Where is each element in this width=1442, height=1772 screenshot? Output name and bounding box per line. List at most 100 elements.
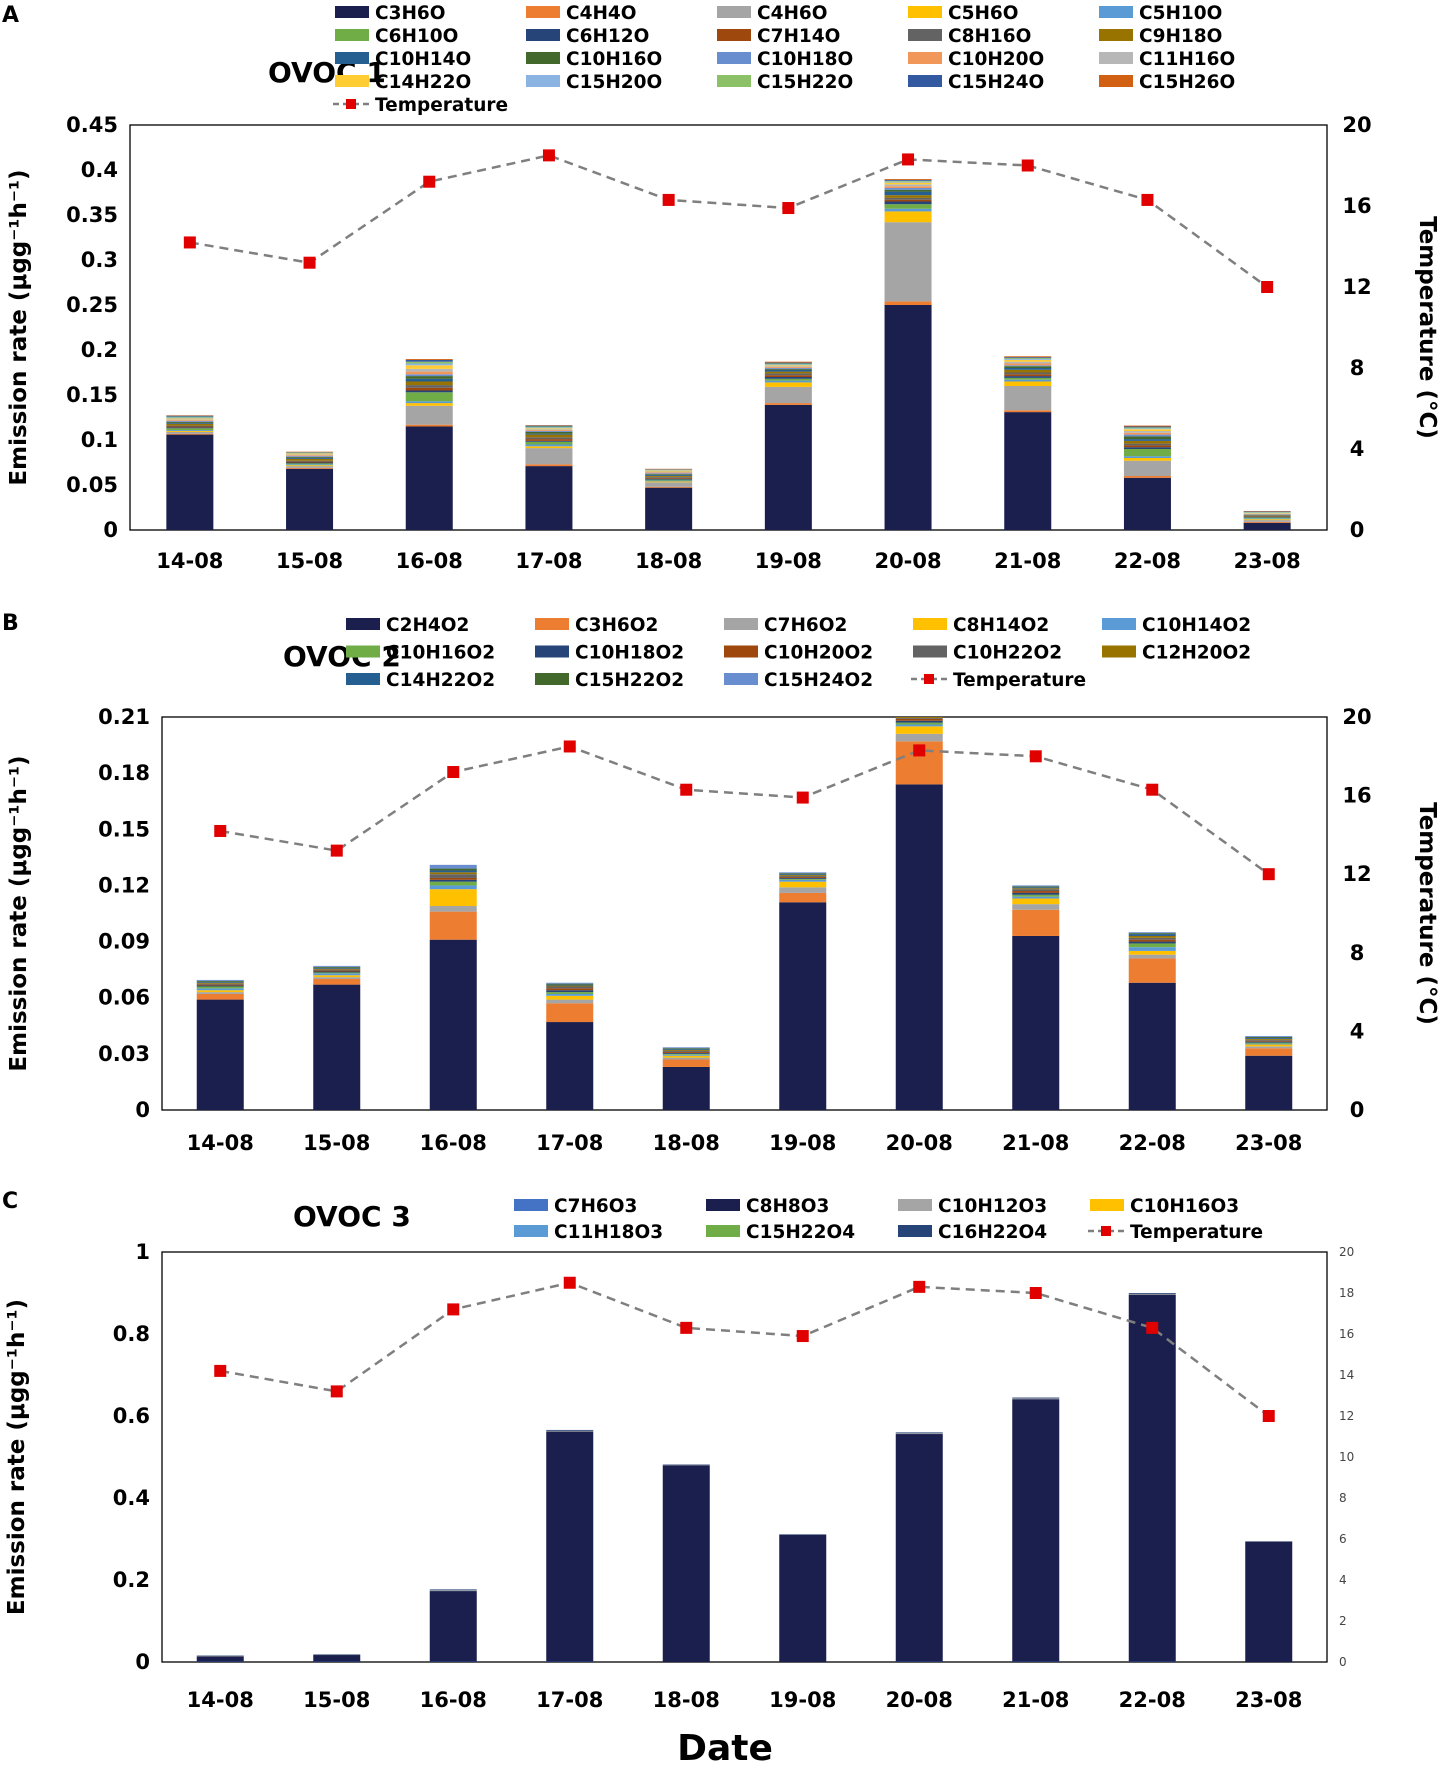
bar-segment-c3h6o2 <box>779 892 827 903</box>
bar-segment-c15h24o2 <box>196 979 244 981</box>
x-tick-label: 23-08 <box>1234 549 1301 573</box>
bar-segment-c2h4o2 <box>313 984 361 1110</box>
y2-tick-label: 0 <box>1350 1098 1365 1122</box>
legend-label: C16H22O4 <box>938 1222 1047 1243</box>
bar-segment-c6h12o <box>1004 376 1052 378</box>
bar-segment-c11h16o <box>166 419 214 421</box>
bar-segment-c5h10o <box>525 444 573 447</box>
x-tick-label: 20-08 <box>874 549 941 573</box>
bar-segment-c14h22o <box>166 418 214 420</box>
legend-swatch <box>908 52 942 64</box>
legend-swatch <box>908 75 942 87</box>
y-tick-label: 0.1 <box>81 428 118 452</box>
temperature-point <box>913 1280 926 1293</box>
panel-letter-c: C <box>2 1189 18 1214</box>
bar-segment-c4h6o <box>405 405 453 425</box>
bar-segment-c3h6o2 <box>429 911 477 940</box>
temperature-point <box>680 783 693 796</box>
x-tick-label: 16-08 <box>420 1688 487 1712</box>
legend-label: C10H12O3 <box>938 1196 1047 1217</box>
temperature-point <box>214 824 227 837</box>
bar-segment-c14h22o2 <box>429 870 477 873</box>
bar-segment-c7h6o2 <box>196 992 244 994</box>
bar-segment-c10h12o3 <box>1128 1293 1176 1295</box>
y-tick-label: 0.45 <box>66 113 118 137</box>
bar-segment-c14h22o <box>1123 429 1171 431</box>
bar-segment-c14h22o <box>286 453 334 455</box>
bar-segment-c10h20o <box>405 371 453 375</box>
bar-segment-c14h22o <box>884 182 932 185</box>
bar-segment-c8h8o3 <box>429 1591 477 1662</box>
bar-segment-c15h24o2 <box>313 965 361 967</box>
bar-segment-c2h4o2 <box>1245 1055 1293 1110</box>
x-tick-label: 18-08 <box>653 1688 720 1712</box>
bar-segment-c8h8o3 <box>895 1434 943 1662</box>
bar-segment-c10h18o <box>884 188 932 190</box>
bar-segment-c4h4o <box>884 301 932 305</box>
x-tick-label: 15-08 <box>276 549 343 573</box>
bar-segment-c3h6o2 <box>196 993 244 1000</box>
bar-segment-c10h14o2 <box>429 885 477 890</box>
bar-segment-c10h16o2 <box>1128 943 1176 948</box>
bar-segment-c14h22o2 <box>1245 1037 1293 1039</box>
bar-segment-c11h16o <box>405 368 453 372</box>
bar-segment-c7h6o2 <box>1012 904 1060 910</box>
bar-segment-c15h24o <box>764 362 812 364</box>
bar-segment-c14h22o2 <box>662 1049 710 1051</box>
legend-label: C6H10O <box>375 26 458 47</box>
plot-frame <box>129 124 1328 531</box>
bar-segment-c16h22o4 <box>1128 1293 1176 1294</box>
bar-segment-c7h6o2 <box>1128 954 1176 959</box>
x-tick-label: 14-08 <box>187 1688 254 1712</box>
legend-swatch <box>514 1199 548 1211</box>
bar-segment-c16h22o4 <box>1012 1397 1060 1399</box>
bar-segment-c10h16o2 <box>429 881 477 886</box>
x-tick-label: 20-08 <box>886 1688 953 1712</box>
temperature-point <box>330 1385 343 1398</box>
bar-segment-c10h14o <box>1123 439 1171 441</box>
bar-segment-c10h16o2 <box>779 878 827 880</box>
bar-segment-c10h14o2 <box>779 879 827 882</box>
temperature-point <box>303 256 316 269</box>
bar-segment-c10h18o2 <box>429 879 477 882</box>
legend-swatch <box>724 618 758 630</box>
y2-tick-label: 20 <box>1342 113 1371 137</box>
bar-segment-c10h22o2 <box>313 969 361 971</box>
bar-segment-c10h20o2 <box>313 970 361 972</box>
temperature-point <box>214 1364 227 1377</box>
bar-segment-c14h22o <box>525 428 573 430</box>
legend-swatch <box>335 29 369 41</box>
legend-marker <box>924 674 934 684</box>
bar-segment-c10h20o2 <box>429 877 477 880</box>
temperature-line <box>189 154 1268 289</box>
bar-segment-c8h14o2 <box>779 881 827 888</box>
bar-segment-c2h4o2 <box>1128 982 1176 1110</box>
temperature-point <box>662 193 675 206</box>
bar-segment-c11h16o <box>645 471 693 473</box>
bar-segment-c3h6o <box>1004 412 1052 530</box>
x-axis-label-date: Date <box>677 1728 773 1769</box>
bar-segment-c15h26o <box>884 179 932 180</box>
bar-segment-c7h6o2 <box>779 887 827 893</box>
bar-segment-c7h6o2 <box>546 999 594 1004</box>
x-tick-label: 19-08 <box>769 1688 836 1712</box>
y-tick-label: 0 <box>135 1650 150 1674</box>
bar-segment-c10h18o2 <box>779 877 827 879</box>
bar-segment-c10h18o <box>525 431 573 432</box>
x-tick-label: 14-08 <box>156 549 223 573</box>
legend-swatch <box>1099 29 1133 41</box>
legend-swatch <box>724 673 758 685</box>
legend-label: C15H22O4 <box>746 1222 855 1243</box>
panel-b: B OVOC 2 0 0.03 0.06 0.09 0.12 0.15 0.18 0.21 0 4 8… <box>2 611 1440 1155</box>
temperature-point <box>330 844 343 857</box>
legend-label: C4H4O <box>566 3 637 24</box>
bar-segment-c2h4o2 <box>196 999 244 1110</box>
bar-segment-c4h6o <box>645 482 693 487</box>
temperature-point <box>1262 868 1275 881</box>
legend-swatch <box>898 1225 932 1237</box>
bar-segment-c4h4o <box>764 403 812 405</box>
bar-segment-c10h16o <box>884 189 932 192</box>
bar-segment-c10h20o2 <box>1012 891 1060 893</box>
bar-segment-c8h16o <box>764 373 812 376</box>
bar-segment-c7h14o <box>525 439 573 441</box>
